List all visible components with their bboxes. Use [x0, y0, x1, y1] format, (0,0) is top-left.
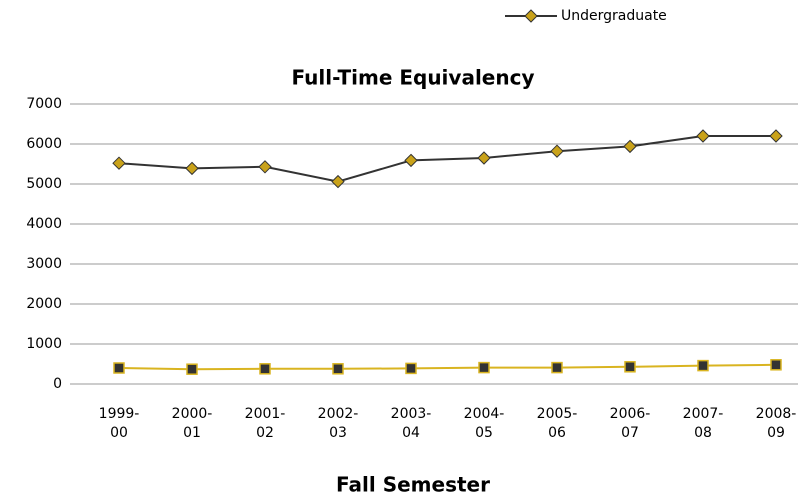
y-tick-label: 5000: [26, 176, 62, 192]
legend-label: Undergraduate: [561, 8, 667, 24]
y-tick-label: 1000: [26, 336, 62, 352]
marker: [332, 363, 344, 375]
x-tick-label: 2004-05: [464, 406, 505, 441]
marker: [623, 139, 637, 154]
x-tick-label: 2002-03: [318, 406, 359, 441]
marker: [258, 160, 272, 174]
x-tick-label: 2006-07: [610, 406, 651, 441]
marker: [770, 359, 782, 371]
y-tick-label: 3000: [26, 256, 62, 272]
marker: [404, 153, 418, 168]
chart-title: Full-Time Equivalency: [292, 66, 535, 90]
x-axis-label: Fall Semester: [336, 473, 490, 497]
y-tick-label: 4000: [26, 216, 62, 232]
y-tick-label: 0: [53, 376, 62, 392]
marker: [112, 156, 126, 170]
marker: [550, 144, 564, 158]
x-tick-label: 2001-02: [245, 406, 286, 441]
marker: [477, 151, 491, 165]
marker: [185, 161, 199, 176]
marker: [478, 361, 490, 374]
marker: [113, 362, 125, 374]
x-tick-label: 2000-01: [172, 406, 213, 441]
marker: [186, 363, 198, 375]
marker: [259, 363, 271, 375]
y-tick-label: 7000: [26, 96, 62, 112]
series-line: [118, 363, 777, 371]
x-tick-label: 1999-00: [99, 406, 140, 441]
marker: [405, 362, 417, 375]
x-tick-label: 2007-08: [683, 406, 724, 441]
marker: [551, 361, 563, 374]
x-tick-label: 2005-06: [537, 406, 578, 441]
x-tick-label: 2008-09: [756, 406, 797, 441]
marker: [697, 359, 709, 372]
marker: [331, 174, 345, 189]
marker: [624, 361, 636, 373]
series-line: [118, 135, 776, 183]
y-tick-label: 2000: [26, 296, 62, 312]
x-tick-label: 2003-04: [391, 406, 432, 441]
marker: [769, 129, 783, 143]
marker: [524, 9, 538, 23]
marker: [696, 129, 710, 143]
y-tick-label: 6000: [26, 136, 62, 152]
